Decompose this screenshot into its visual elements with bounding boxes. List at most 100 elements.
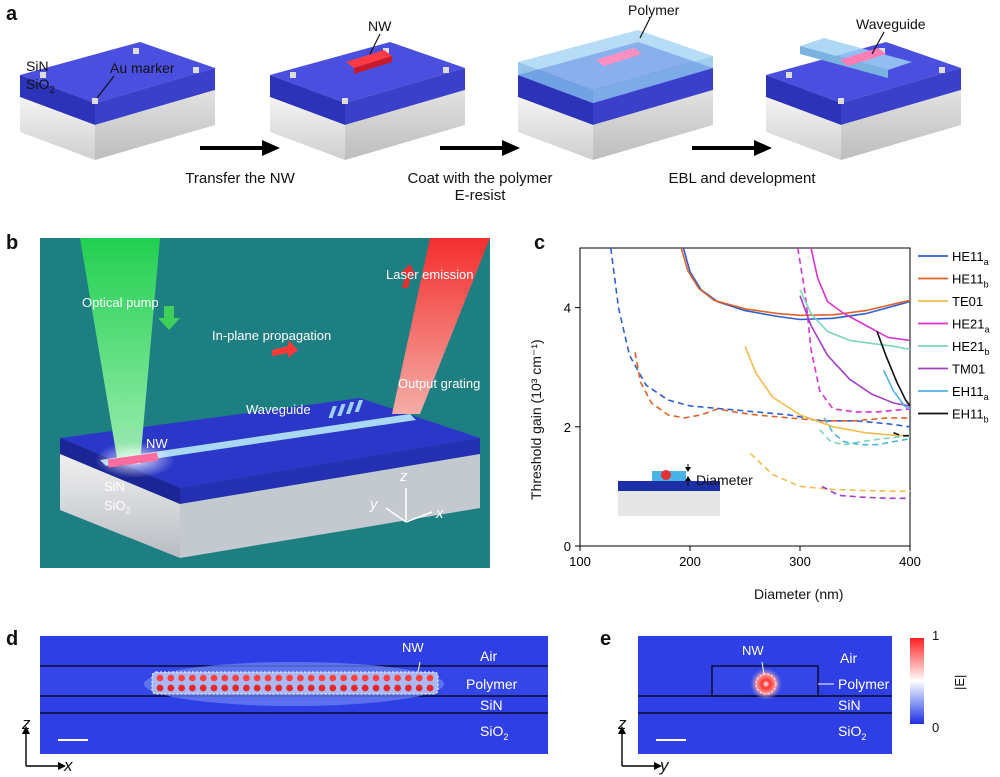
mode-lobe — [383, 674, 391, 682]
mode-lobe — [253, 674, 261, 682]
propagation-arrow — [272, 340, 298, 358]
label-output-grating: Output grating — [398, 376, 481, 391]
mode-lobe — [361, 684, 369, 692]
pump-arrow — [158, 306, 180, 330]
mode-lobe — [189, 674, 196, 682]
mode-lobe — [253, 684, 261, 692]
series-line-HE11a_dashed — [610, 248, 910, 428]
label-air-e: Air — [840, 650, 858, 666]
emission-beam — [392, 238, 490, 414]
mode-lobe — [156, 674, 164, 682]
series-line-EH11b_dashed — [893, 432, 910, 437]
mode-lobe — [232, 684, 240, 692]
arrow-step-1 — [200, 140, 280, 156]
series-line-HE11b_solid — [680, 248, 910, 317]
arrow-step-2 — [440, 140, 520, 156]
panel-a-schematic — [20, 17, 961, 160]
x-tick-label: 400 — [899, 554, 921, 569]
axis-z-e: z — [618, 714, 627, 733]
series-line-TE01_dashed — [749, 453, 910, 492]
chip-step-0 — [20, 42, 215, 160]
mode-lobe — [318, 684, 326, 692]
series-line-HE21b_dashed — [819, 429, 910, 446]
axis-y-b: y — [370, 496, 378, 513]
panel-d-label: d — [6, 628, 19, 650]
annot-waveguide: Waveguide — [856, 16, 926, 32]
x-tick-label: 200 — [679, 554, 701, 569]
label-nw-e: NW — [742, 643, 764, 658]
annot-nw: NW — [368, 18, 392, 34]
mode-lobe — [351, 684, 358, 692]
mode-lobe — [167, 684, 175, 692]
mode-lobe — [264, 684, 272, 692]
panel-e-field-map — [638, 636, 892, 754]
label-polymer-e: Polymer — [838, 676, 890, 692]
chip-step-2 — [518, 30, 713, 160]
series-line-TE01_solid — [744, 345, 910, 437]
emission-arrow — [400, 264, 416, 288]
colorbar-max: 1 — [932, 628, 940, 643]
label-optical-pump: Optical pump — [82, 295, 159, 310]
label-sin-b: SiN — [104, 479, 125, 494]
axes-glyph-d — [22, 726, 66, 770]
mode-lobe — [221, 684, 229, 692]
mode-lobe — [318, 674, 326, 682]
label-sin-d: SiN — [480, 697, 503, 713]
series-line-EH11a_solid — [882, 369, 910, 410]
series-line-TM01_dashed — [821, 485, 910, 500]
nanowire — [107, 452, 159, 468]
panel-b-label: b — [6, 232, 19, 254]
annot-polymer: Polymer — [628, 2, 680, 18]
axes-glyph — [385, 488, 433, 523]
label-sin-e: SiN — [838, 697, 861, 713]
label-inplane: In-plane propagation — [212, 328, 332, 343]
series-line-HE21a_dashed — [797, 248, 910, 413]
x-tick-label: 100 — [569, 554, 591, 569]
nanowire-red — [346, 50, 392, 74]
mode-lobe — [307, 674, 315, 682]
nanowire-mode-band — [152, 672, 438, 694]
legend-label: EH11b — [952, 407, 989, 425]
label-sio2-e: SiO2 — [838, 723, 867, 742]
mode-lobe — [394, 674, 401, 682]
label-laser-emission: Laser emission — [386, 267, 474, 282]
panel-b-schematic — [40, 238, 490, 568]
mode-lobe — [210, 674, 218, 682]
mode-lobe — [178, 674, 186, 682]
mode-lobe — [394, 684, 401, 692]
mode-lobe — [426, 684, 434, 692]
label-polymer-d: Polymer — [466, 676, 518, 692]
mode-pattern — [156, 674, 434, 692]
mode-lobe — [210, 684, 218, 692]
panel-c-label: c — [534, 232, 546, 254]
label-air-d: Air — [480, 648, 498, 664]
colorbar-min: 0 — [932, 720, 940, 735]
legend-label: EH11a — [952, 384, 989, 402]
arrow-step-3 — [692, 140, 772, 156]
inset-diameter-label: Diameter — [696, 472, 753, 488]
legend-label: TM01 — [952, 362, 985, 377]
chip-step-3 — [766, 38, 961, 160]
legend-label: HE11b — [952, 272, 989, 290]
output-grating — [328, 400, 364, 418]
mode-lobe — [178, 684, 186, 692]
mode-lobe — [372, 684, 380, 692]
chart-ylabel: Threshold gain (10³ cm⁻¹) — [528, 339, 544, 500]
axes-glyph-e — [618, 726, 662, 770]
mode-lobe — [361, 674, 369, 682]
mode-lobe — [372, 674, 380, 682]
mode-lobe — [340, 684, 347, 692]
series-line-EH11b_solid — [876, 331, 910, 407]
annot-sio2: SiO2 — [26, 76, 55, 96]
step-transfer-label: Transfer the NW — [185, 170, 295, 187]
panel-a-label: a — [6, 3, 18, 25]
mode-lobe — [405, 674, 412, 682]
mode-lobe — [221, 674, 229, 682]
series-line-EH11a_dashed — [823, 417, 910, 446]
pump-beam — [80, 238, 160, 464]
axis-z-d: z — [22, 714, 31, 733]
mode-lobe — [307, 684, 315, 692]
mode-lobe — [199, 674, 207, 682]
series-line-HE21a_solid — [810, 248, 910, 342]
mode-lobe — [297, 684, 304, 692]
